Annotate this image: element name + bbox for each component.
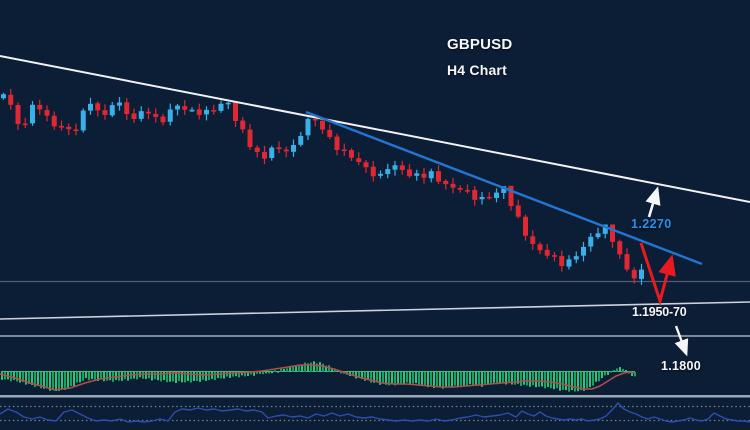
support-zone-price-label: 1.1950-70 [632,305,687,319]
histogram-indicator-panel[interactable] [0,361,636,392]
target-price-label: 1.1800 [661,359,702,373]
candlesticks [1,88,644,285]
trendlines [0,55,750,266]
annotation-arrows [639,186,689,357]
symbol-title: GBPUSD [447,36,513,53]
panel-separator [0,395,750,398]
oscillator-indicator-panel[interactable] [0,402,750,423]
timeframe-title: H4 Chart [447,62,507,78]
horizontal-support-levels [0,280,750,337]
resistance-price-label: 1.2270 [631,217,672,231]
